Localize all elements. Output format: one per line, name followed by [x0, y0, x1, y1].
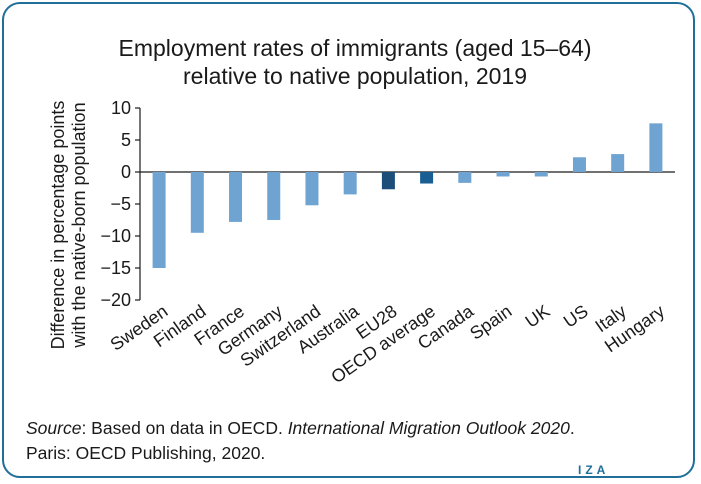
- y-tick-label: −10: [100, 226, 131, 246]
- bar-finland: [190, 172, 204, 233]
- source-publication: International Migration Outlook 2020: [287, 418, 570, 438]
- bar-spain: [496, 172, 510, 177]
- source-text-2: .: [569, 418, 575, 438]
- bar-uk: [534, 172, 548, 177]
- bar-us: [572, 157, 586, 172]
- chart-frame: [2, 2, 695, 478]
- y-tick-label: 5: [121, 130, 131, 150]
- y-axis: 10 5 0 −5 −10 −15 −20: [100, 98, 675, 310]
- y-tick-label: 0: [121, 162, 131, 182]
- source-note: Source: Based on data in OECD. Internati…: [26, 416, 676, 466]
- source-prefix: Source: [26, 418, 82, 438]
- y-axis-label-line2: with the native-born population: [69, 102, 89, 348]
- y-tick-label: −15: [100, 258, 131, 278]
- source-line-2: Paris: OECD Publishing, 2020.: [26, 443, 266, 463]
- x-tick-label-spain: Spain: [466, 301, 515, 344]
- y-tick-label: 10: [111, 98, 131, 118]
- x-tick-label-us: US: [560, 301, 592, 332]
- chart-title-line1: Employment rates of immigrants (aged 15–…: [119, 35, 592, 61]
- x-tick-label-uk: UK: [522, 301, 554, 332]
- bar-switzerland: [305, 172, 319, 206]
- bar-hungary: [649, 123, 663, 172]
- source-text-1: : Based on data in OECD.: [81, 418, 288, 438]
- bars-group: [152, 123, 663, 268]
- bar-oecd-average: [420, 172, 434, 184]
- iza-logo: IZA: [578, 463, 610, 477]
- chart-title-line2: relative to native population, 2019: [183, 63, 527, 89]
- x-tick-labels: SwedenFinlandFranceGermanySwitzerlandAus…: [107, 300, 669, 387]
- bar-sweden: [152, 172, 166, 268]
- bar-italy: [611, 154, 625, 172]
- y-tick-label: −20: [100, 290, 131, 310]
- y-tick-label: −5: [110, 194, 131, 214]
- bar-australia: [343, 172, 357, 195]
- bar-canada: [458, 172, 472, 183]
- bar-germany: [267, 172, 281, 220]
- bar-france: [229, 172, 243, 222]
- y-axis-label-line1: Difference in percentage points: [48, 101, 68, 350]
- bar-eu28: [381, 172, 395, 190]
